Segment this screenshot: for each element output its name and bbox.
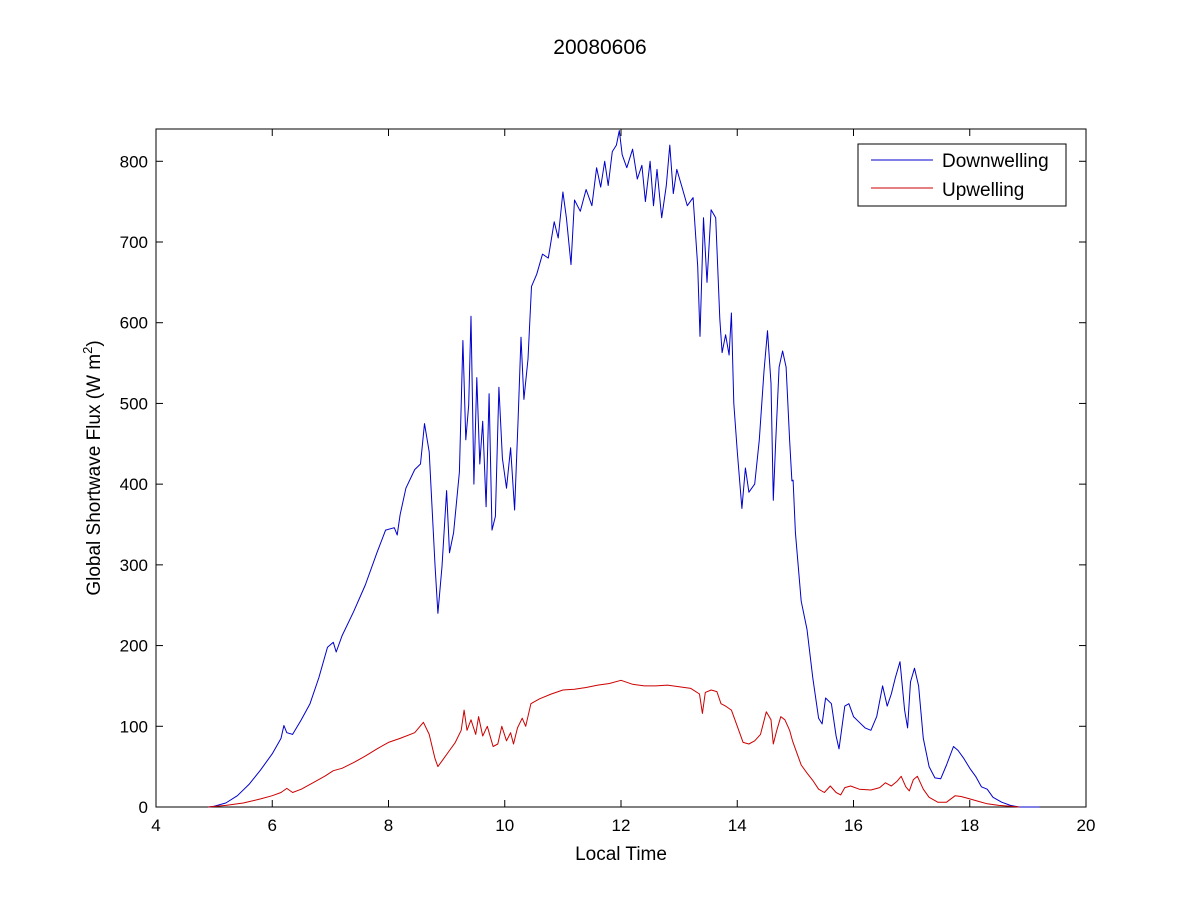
x-tick-label: 14 xyxy=(728,816,747,835)
y-tick-label: 800 xyxy=(120,152,148,171)
series-line-upwelling xyxy=(208,679,1020,808)
legend: Downwelling Upwelling xyxy=(857,143,1067,207)
x-axis-label: Local Time xyxy=(575,844,667,865)
y-tick-label: 400 xyxy=(120,475,148,494)
y-tick-label: 500 xyxy=(120,394,148,413)
y-axis-label-superscript: 2 xyxy=(80,347,95,354)
series-lines xyxy=(208,130,1040,808)
x-tick-label: 4 xyxy=(151,816,160,835)
y-axis-label-close: ) xyxy=(84,340,105,346)
y-tick-label: 100 xyxy=(120,717,148,736)
y-tick-label: 600 xyxy=(120,314,148,333)
y-axis-label-text: Global Shortwave Flux (W m xyxy=(84,354,105,596)
x-tick-label: 20 xyxy=(1077,816,1096,835)
y-tick-label: 0 xyxy=(139,798,148,817)
chart-title: 20080606 xyxy=(553,36,646,59)
x-tick-label: 18 xyxy=(960,816,979,835)
legend-label-upwelling: Upwelling xyxy=(942,180,1024,201)
x-tick-label: 16 xyxy=(844,816,863,835)
x-tick-label: 12 xyxy=(612,816,631,835)
legend-label-downwelling: Downwelling xyxy=(942,151,1049,172)
y-tick-label: 200 xyxy=(120,637,148,656)
y-tick-label: 300 xyxy=(120,556,148,575)
series-line-downwelling xyxy=(208,130,1040,808)
legend-box xyxy=(857,143,1067,207)
x-tick-label: 6 xyxy=(268,816,277,835)
axes-box xyxy=(155,128,1087,808)
y-axis-label: Global Shortwave Flux (W m2) xyxy=(80,340,105,595)
x-tick-label: 10 xyxy=(495,816,514,835)
y-tick-label: 700 xyxy=(120,233,148,252)
x-tick-label: 8 xyxy=(384,816,393,835)
